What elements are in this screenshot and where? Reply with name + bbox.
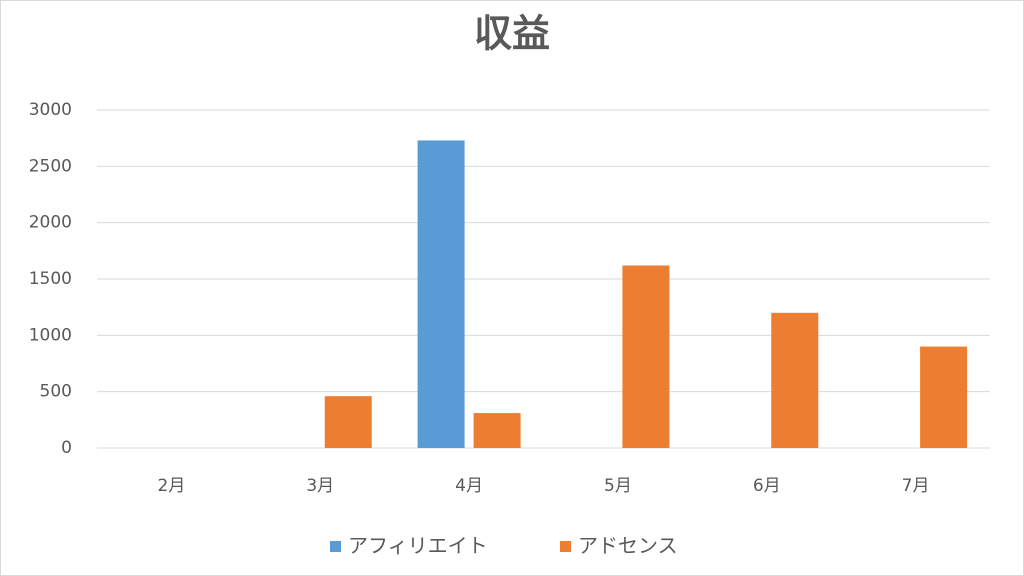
y-tick-label: 2000 [29, 213, 72, 233]
y-tick-label: 500 [40, 382, 72, 402]
x-tick-label: 4月 [455, 476, 483, 496]
legend-label: アフィリエイト [348, 534, 488, 558]
bar [473, 413, 521, 448]
y-tick-label: 1000 [29, 325, 72, 345]
bar [771, 312, 819, 448]
y-tick-label: 0 [61, 438, 72, 458]
x-tick-label: 7月 [902, 476, 930, 496]
y-tick-label: 3000 [29, 100, 72, 120]
bar [920, 346, 968, 448]
x-tick-label: 6月 [753, 476, 781, 496]
y-tick-label: 1500 [29, 269, 72, 289]
chart-title: 収益 [474, 12, 550, 56]
x-tick-label: 5月 [604, 476, 632, 496]
x-tick-label: 2月 [158, 476, 186, 496]
bar [417, 140, 465, 449]
bar [324, 396, 372, 448]
bar [622, 265, 670, 448]
legend-swatch [560, 541, 571, 552]
legend-swatch [330, 541, 341, 552]
y-tick-label: 2500 [29, 156, 72, 176]
x-tick-label: 3月 [306, 476, 334, 496]
legend-label: アドセンス [578, 534, 678, 558]
